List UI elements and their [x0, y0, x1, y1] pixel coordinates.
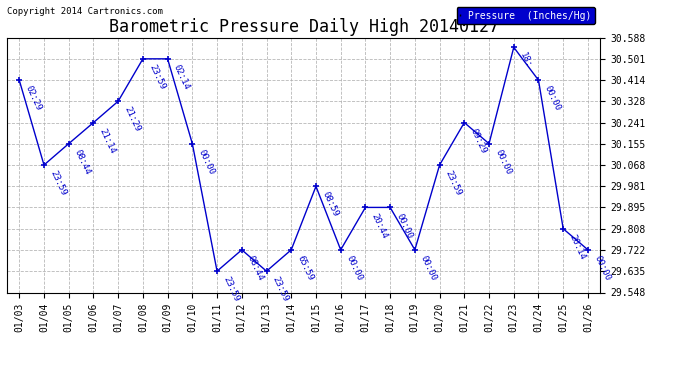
Text: 00:00: 00:00: [345, 254, 364, 282]
Text: 20:44: 20:44: [370, 211, 389, 240]
Text: 23:59: 23:59: [147, 63, 166, 91]
Text: 23:59: 23:59: [444, 169, 463, 197]
Text: 09:29: 09:29: [469, 127, 488, 155]
Text: 02:14: 02:14: [172, 63, 191, 91]
Text: 21:29: 21:29: [122, 105, 142, 134]
Text: 21:14: 21:14: [97, 127, 117, 155]
Text: 20:14: 20:14: [567, 233, 587, 261]
Text: 08:59: 08:59: [320, 190, 339, 219]
Text: 00:00: 00:00: [394, 211, 414, 240]
Text: 23:59: 23:59: [48, 169, 68, 197]
Legend: Pressure  (Inches/Hg): Pressure (Inches/Hg): [457, 7, 595, 24]
Text: 23:59: 23:59: [270, 275, 290, 303]
Text: 08:44: 08:44: [246, 254, 266, 282]
Text: 00:00: 00:00: [493, 148, 513, 176]
Text: 65:59: 65:59: [295, 254, 315, 282]
Text: 02:29: 02:29: [23, 84, 43, 112]
Text: 08:44: 08:44: [73, 148, 92, 176]
Text: 23:59: 23:59: [221, 275, 241, 303]
Text: 18:: 18:: [518, 51, 533, 70]
Text: 00:00: 00:00: [419, 254, 439, 282]
Text: Copyright 2014 Cartronics.com: Copyright 2014 Cartronics.com: [7, 7, 163, 16]
Text: 00:00: 00:00: [592, 254, 611, 282]
Text: 00:00: 00:00: [197, 148, 216, 176]
Text: 00:00: 00:00: [542, 84, 562, 112]
Title: Barometric Pressure Daily High 20140127: Barometric Pressure Daily High 20140127: [108, 18, 499, 36]
